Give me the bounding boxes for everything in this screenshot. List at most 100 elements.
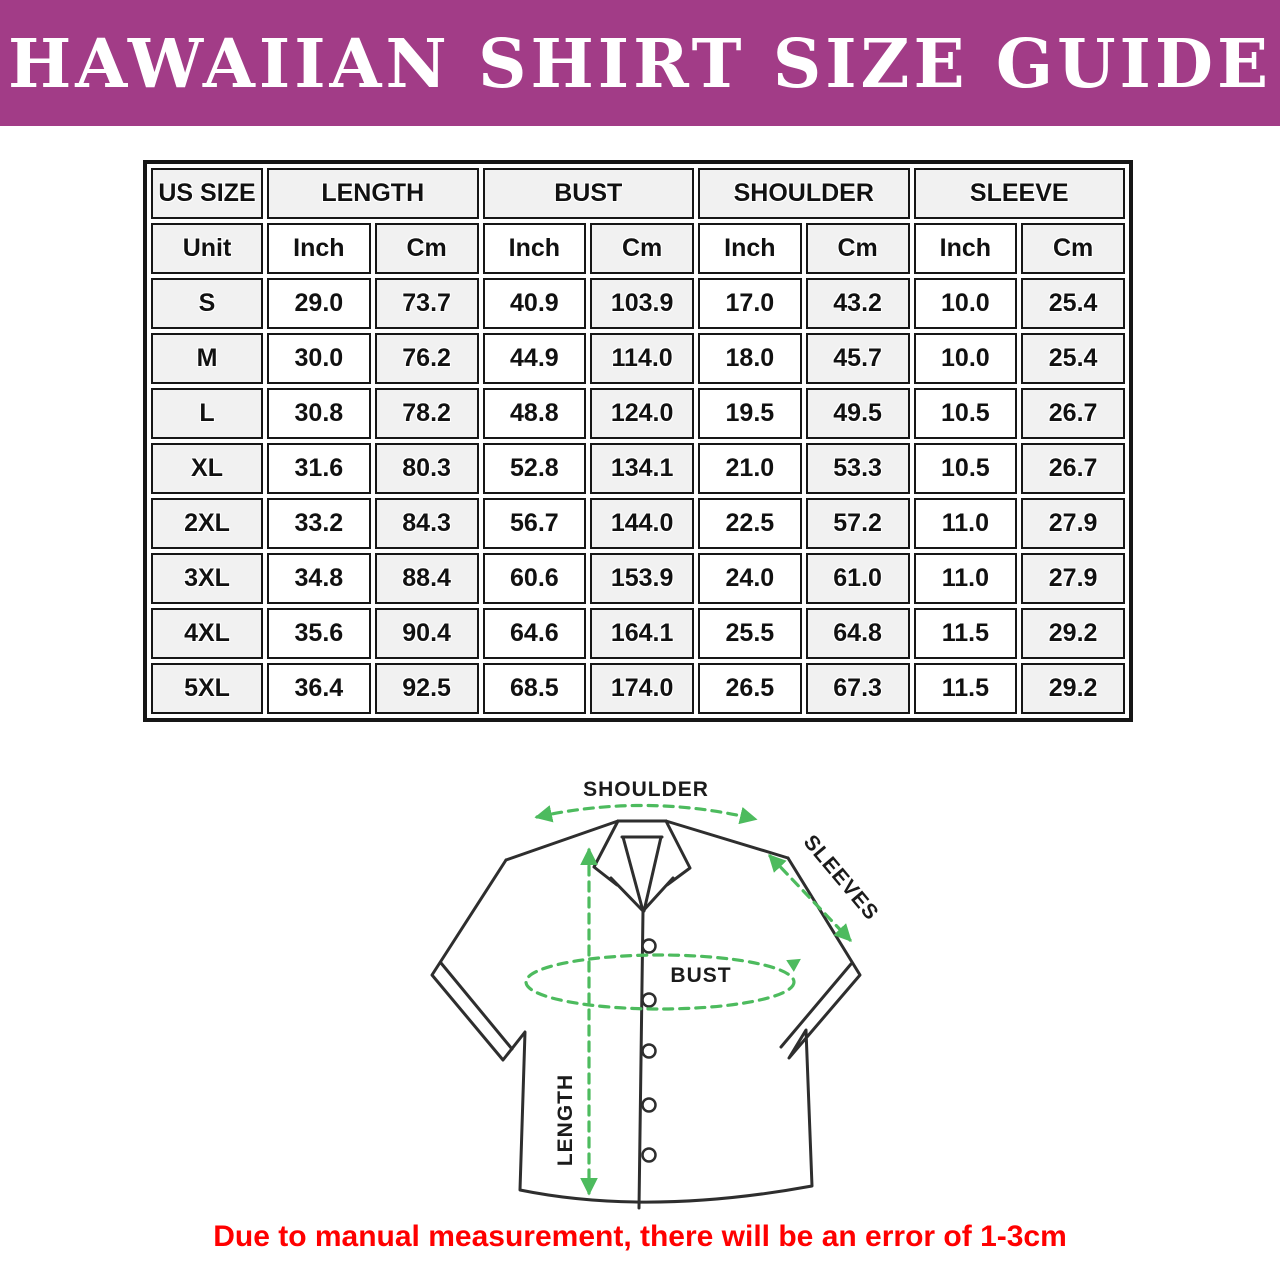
measurement-cell: 52.8 bbox=[482, 443, 587, 494]
measurement-cell: 11.5 bbox=[913, 608, 1018, 659]
measurement-cell: 44.9 bbox=[482, 333, 587, 384]
measurement-cell: 103.9 bbox=[590, 278, 694, 329]
unit-header-cell: Inch bbox=[482, 223, 587, 274]
measurement-cell: 92.5 bbox=[374, 663, 479, 714]
measurement-cell: 56.7 bbox=[482, 498, 587, 549]
measurement-cell: 61.0 bbox=[805, 553, 910, 604]
size-label-cell: L bbox=[151, 388, 263, 439]
unit-header-cell: Unit bbox=[151, 223, 263, 274]
measurement-cell: 40.9 bbox=[482, 278, 587, 329]
measurement-cell: 24.0 bbox=[698, 553, 802, 604]
size-label-cell: 3XL bbox=[151, 553, 263, 604]
measurement-cell: 68.5 bbox=[482, 663, 587, 714]
measurement-cell: 134.1 bbox=[590, 443, 694, 494]
sleeves-measure-label: SLEEVES bbox=[799, 831, 880, 925]
measurement-cell: 78.2 bbox=[374, 388, 479, 439]
table-row: S 29.0 73.7 40.9 103.9 17.0 43.2 10.0 25.4 bbox=[151, 278, 1125, 329]
shirt-measurement-diagram: SHOULDER SLEEVES BUST LENGTH bbox=[408, 770, 885, 1222]
shirt-button bbox=[641, 992, 657, 1008]
size-table: US SIZE LENGTH BUST SHOULDER SLEEVE Unit… bbox=[143, 160, 1133, 722]
shirt-button bbox=[641, 1043, 657, 1059]
table-group-header-row: US SIZE LENGTH BUST SHOULDER SLEEVE bbox=[151, 168, 1125, 219]
table-unit-row: Unit Inch Cm Inch Cm Inch Cm Inch Cm bbox=[151, 223, 1125, 274]
unit-header-cell: Cm bbox=[590, 223, 694, 274]
size-table-section: US SIZE LENGTH BUST SHOULDER SLEEVE Unit… bbox=[143, 160, 1133, 722]
measurement-cell: 67.3 bbox=[805, 663, 910, 714]
measurement-cell: 17.0 bbox=[698, 278, 802, 329]
col-header-us-size: US SIZE bbox=[151, 168, 263, 219]
measurement-cell: 43.2 bbox=[805, 278, 910, 329]
bust-arrow bbox=[524, 953, 796, 1011]
shirt-button bbox=[641, 1097, 657, 1113]
shirt-diagram-svg: SHOULDER SLEEVES BUST LENGTH bbox=[430, 776, 885, 1210]
measurement-cell: 29.0 bbox=[267, 278, 371, 329]
shoulder-measure-label: SHOULDER bbox=[583, 778, 709, 801]
shirt-button bbox=[641, 1147, 657, 1163]
shoulder-arrow bbox=[534, 803, 758, 825]
size-table-body: S 29.0 73.7 40.9 103.9 17.0 43.2 10.0 25.4 M 30.0 7… bbox=[151, 278, 1125, 714]
measurement-cell: 114.0 bbox=[590, 333, 694, 384]
measurement-cell: 10.0 bbox=[913, 333, 1018, 384]
measurement-cell: 174.0 bbox=[590, 663, 694, 714]
measurement-cell: 76.2 bbox=[374, 333, 479, 384]
table-row: XL 31.6 80.3 52.8 134.1 21.0 53.3 10.5 26.7 bbox=[151, 443, 1125, 494]
measurement-cell: 29.2 bbox=[1021, 608, 1125, 659]
title-banner: HAWAIIAN SHIRT SIZE GUIDE bbox=[0, 0, 1280, 126]
size-label-cell: 2XL bbox=[151, 498, 263, 549]
measurement-cell: 48.8 bbox=[482, 388, 587, 439]
measurement-cell: 22.5 bbox=[698, 498, 802, 549]
sleeves-arrow bbox=[768, 854, 852, 942]
measurement-cell: 164.1 bbox=[590, 608, 694, 659]
measurement-note: Due to manual measurement, there will be… bbox=[213, 1220, 1067, 1253]
page-title: HAWAIIAN SHIRT SIZE GUIDE bbox=[7, 23, 1273, 103]
measurement-cell: 18.0 bbox=[698, 333, 802, 384]
measurement-arrows bbox=[524, 803, 852, 1196]
unit-header-cell: Cm bbox=[805, 223, 910, 274]
table-row: 3XL 34.8 88.4 60.6 153.9 24.0 61.0 11.0 27.9 bbox=[151, 553, 1125, 604]
measurement-cell: 35.6 bbox=[267, 608, 371, 659]
table-row: M 30.0 76.2 44.9 114.0 18.0 45.7 10.0 25.4 bbox=[151, 333, 1125, 384]
unit-header-cell: Inch bbox=[698, 223, 802, 274]
measurement-cell: 10.5 bbox=[913, 443, 1018, 494]
measurement-cell: 64.8 bbox=[805, 608, 910, 659]
measurement-cell: 30.8 bbox=[267, 388, 371, 439]
unit-header-cell: Inch bbox=[913, 223, 1018, 274]
measurement-cell: 26.5 bbox=[698, 663, 802, 714]
measurement-cell: 25.5 bbox=[698, 608, 802, 659]
measurement-cell: 49.5 bbox=[805, 388, 910, 439]
measurement-cell: 25.4 bbox=[1021, 333, 1125, 384]
measurement-cell: 27.9 bbox=[1021, 553, 1125, 604]
measurement-cell: 30.0 bbox=[267, 333, 371, 384]
measurement-cell: 10.0 bbox=[913, 278, 1018, 329]
table-row: 5XL 36.4 92.5 68.5 174.0 26.5 67.3 11.5 29.2 bbox=[151, 663, 1125, 714]
shirt-outline-drawing bbox=[430, 819, 862, 1210]
measurement-cell: 57.2 bbox=[805, 498, 910, 549]
unit-header-cell: Cm bbox=[374, 223, 479, 274]
measurement-cell: 64.6 bbox=[482, 608, 587, 659]
measurement-cell: 26.7 bbox=[1021, 443, 1125, 494]
measurement-cell: 19.5 bbox=[698, 388, 802, 439]
size-label-cell: XL bbox=[151, 443, 263, 494]
table-row: L 30.8 78.2 48.8 124.0 19.5 49.5 10.5 26.7 bbox=[151, 388, 1125, 439]
measurement-cell: 88.4 bbox=[374, 553, 479, 604]
measurement-cell: 153.9 bbox=[590, 553, 694, 604]
table-row: 2XL 33.2 84.3 56.7 144.0 22.5 57.2 11.0 27.9 bbox=[151, 498, 1125, 549]
unit-header-cell: Inch bbox=[267, 223, 371, 274]
col-header-length: LENGTH bbox=[267, 168, 479, 219]
measurement-cell: 53.3 bbox=[805, 443, 910, 494]
measurement-cell: 124.0 bbox=[590, 388, 694, 439]
measurement-cell: 80.3 bbox=[374, 443, 479, 494]
unit-header-cell: Cm bbox=[1021, 223, 1125, 274]
measurement-cell: 90.4 bbox=[374, 608, 479, 659]
measurement-cell: 73.7 bbox=[374, 278, 479, 329]
measurement-cell: 27.9 bbox=[1021, 498, 1125, 549]
measurement-cell: 60.6 bbox=[482, 553, 587, 604]
size-label-cell: 5XL bbox=[151, 663, 263, 714]
size-label-cell: 4XL bbox=[151, 608, 263, 659]
measurement-cell: 84.3 bbox=[374, 498, 479, 549]
length-measure-label: LENGTH bbox=[554, 1074, 577, 1166]
measurement-cell: 34.8 bbox=[267, 553, 371, 604]
measurement-cell: 10.5 bbox=[913, 388, 1018, 439]
shirt-button bbox=[641, 938, 657, 954]
